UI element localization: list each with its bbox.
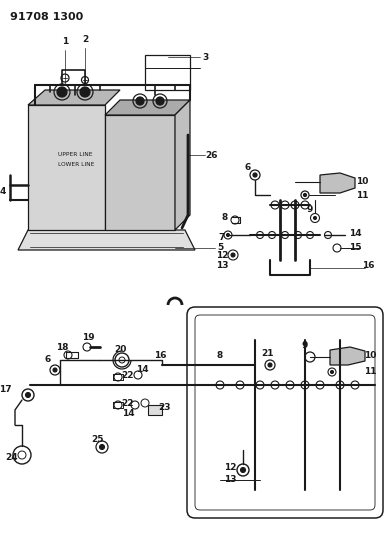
Text: 9: 9 bbox=[307, 206, 313, 214]
Text: 25: 25 bbox=[92, 435, 104, 445]
Text: 8: 8 bbox=[222, 213, 228, 222]
Text: 15: 15 bbox=[349, 244, 361, 253]
Circle shape bbox=[25, 392, 31, 398]
Polygon shape bbox=[330, 347, 365, 365]
Circle shape bbox=[231, 253, 235, 257]
Text: 14: 14 bbox=[136, 366, 148, 375]
Circle shape bbox=[57, 87, 67, 97]
Text: 91708 1300: 91708 1300 bbox=[10, 12, 83, 22]
Text: 9: 9 bbox=[302, 341, 308, 350]
Text: 21: 21 bbox=[262, 349, 274, 358]
Polygon shape bbox=[18, 230, 195, 250]
Circle shape bbox=[80, 87, 90, 97]
Text: 10: 10 bbox=[356, 177, 368, 187]
Polygon shape bbox=[175, 100, 190, 230]
Circle shape bbox=[314, 216, 316, 220]
Text: 24: 24 bbox=[6, 453, 18, 462]
Text: 16: 16 bbox=[362, 261, 374, 270]
Polygon shape bbox=[105, 115, 175, 230]
Text: 19: 19 bbox=[82, 334, 94, 343]
Text: 6: 6 bbox=[45, 356, 51, 365]
Text: 10: 10 bbox=[364, 351, 376, 359]
Text: 4: 4 bbox=[0, 188, 6, 197]
Circle shape bbox=[268, 363, 272, 367]
Circle shape bbox=[330, 370, 334, 374]
Text: 3: 3 bbox=[203, 52, 209, 61]
Text: 14: 14 bbox=[349, 229, 361, 238]
Text: 14: 14 bbox=[122, 408, 134, 417]
Text: 2: 2 bbox=[82, 36, 88, 44]
Text: 12: 12 bbox=[224, 463, 236, 472]
Polygon shape bbox=[28, 90, 120, 105]
Text: LOWER LINE: LOWER LINE bbox=[58, 163, 94, 167]
Text: 12: 12 bbox=[216, 251, 228, 260]
Polygon shape bbox=[320, 173, 355, 193]
Text: 26: 26 bbox=[206, 150, 218, 159]
Circle shape bbox=[100, 445, 105, 449]
Text: 18: 18 bbox=[56, 343, 68, 351]
Circle shape bbox=[136, 97, 144, 105]
Circle shape bbox=[253, 173, 257, 177]
Text: 11: 11 bbox=[364, 367, 376, 376]
Circle shape bbox=[303, 193, 307, 197]
Text: 22: 22 bbox=[122, 399, 134, 408]
Text: 13: 13 bbox=[216, 262, 228, 271]
Text: 11: 11 bbox=[356, 191, 368, 200]
Bar bbox=[148, 405, 162, 415]
Bar bbox=[145, 55, 190, 90]
Text: 20: 20 bbox=[114, 345, 126, 354]
Circle shape bbox=[53, 368, 57, 372]
Text: 8: 8 bbox=[217, 351, 223, 359]
Text: 22: 22 bbox=[122, 370, 134, 379]
Text: 1: 1 bbox=[62, 37, 68, 46]
Text: 5: 5 bbox=[217, 244, 223, 253]
Text: UPPER LINE: UPPER LINE bbox=[58, 152, 93, 157]
Circle shape bbox=[241, 467, 245, 472]
Text: 17: 17 bbox=[0, 385, 11, 394]
Text: 13: 13 bbox=[224, 474, 236, 483]
Polygon shape bbox=[28, 105, 105, 230]
Text: 6: 6 bbox=[245, 164, 251, 173]
Polygon shape bbox=[105, 100, 190, 115]
Text: 23: 23 bbox=[159, 403, 171, 413]
Circle shape bbox=[156, 97, 164, 105]
Circle shape bbox=[227, 233, 229, 237]
Text: 7: 7 bbox=[219, 233, 225, 243]
Text: 16: 16 bbox=[154, 351, 166, 359]
